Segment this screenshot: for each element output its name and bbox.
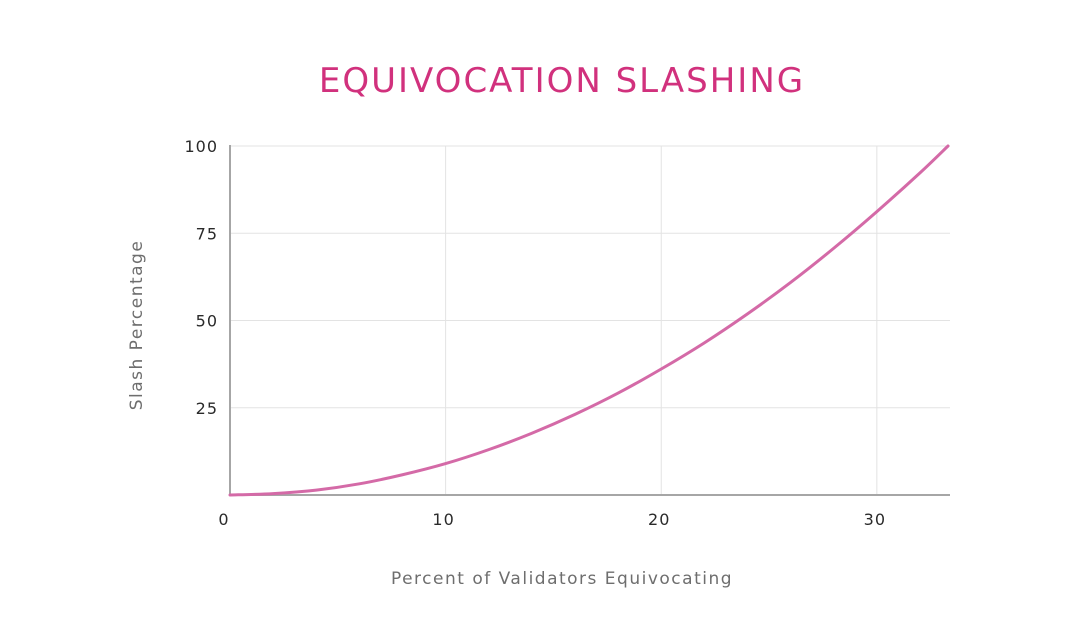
series-line-0: [228, 144, 950, 497]
x-tick-label: 0: [218, 510, 229, 529]
series-layer: [228, 144, 950, 497]
y-tick-label: 100: [184, 137, 218, 156]
chart-title: EQUIVOCATION SLASHING: [319, 61, 805, 101]
x-tick-label: 20: [648, 510, 670, 529]
y-axis-label: Slash Percentage: [127, 240, 147, 411]
y-tick-label: 25: [196, 399, 218, 418]
x-tick-label: 30: [864, 510, 886, 529]
y-tick-label: 75: [196, 224, 218, 243]
y-tick-label: 50: [196, 312, 218, 331]
y-tick-labels: 25 50 75 100: [184, 137, 218, 418]
x-tick-label: 10: [432, 510, 454, 529]
x-axis-label: Percent of Validators Equivocating: [391, 569, 733, 589]
gridlines: [230, 145, 950, 495]
x-tick-labels: 0 10 20 30: [218, 510, 886, 529]
